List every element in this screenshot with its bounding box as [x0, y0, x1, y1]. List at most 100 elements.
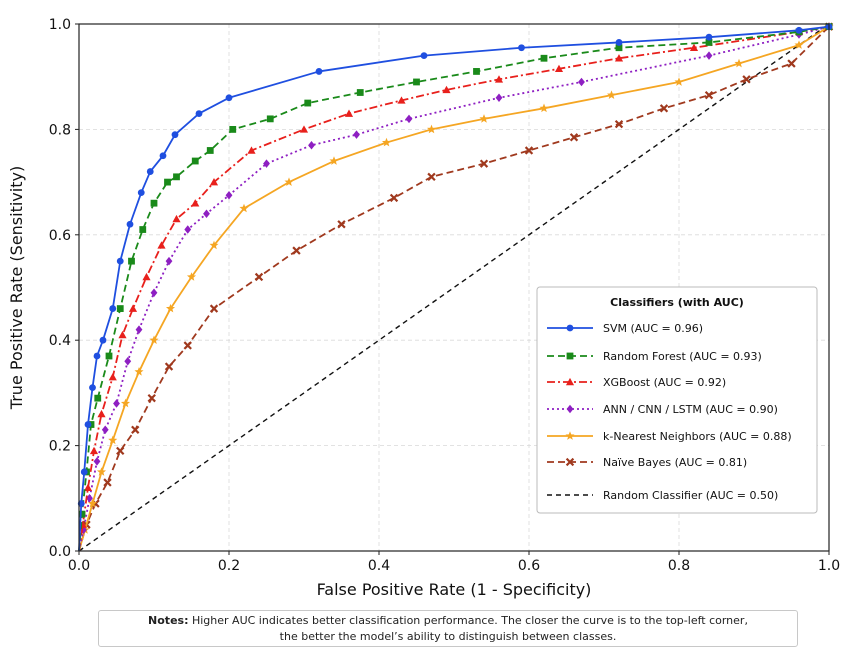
data-point [569, 133, 579, 142]
legend-label: ANN / CNN / LSTM (AUC = 0.90) [603, 403, 778, 416]
data-point [101, 425, 109, 435]
legend-marker [566, 404, 574, 414]
data-point [146, 168, 154, 175]
data-point [518, 44, 525, 52]
data-point [94, 394, 102, 402]
data-point [315, 68, 323, 75]
data-point [120, 398, 131, 408]
data-point [89, 384, 96, 392]
legend-label: Naïve Bayes (AUC = 0.81) [603, 456, 747, 469]
x-tick-label: 0.2 [218, 558, 240, 574]
axis-ticks: 0.0 0.2 0.4 0.6 0.8 1.0 0.0 0.2 0.4 0.6 0.8 1.0 [49, 17, 840, 574]
legend-item: k-Nearest Neighbors (AUC = 0.88) [547, 430, 792, 443]
data-point [99, 336, 107, 344]
legend-item: XGBoost (AUC = 0.92) [547, 376, 726, 389]
series-2 [78, 22, 834, 552]
series-5 [78, 22, 834, 552]
data-point [164, 362, 174, 371]
data-point [195, 110, 203, 117]
data-point [186, 272, 197, 281]
data-point [689, 43, 699, 51]
data-point [442, 85, 451, 94]
data-point [93, 352, 101, 360]
data-point [540, 54, 548, 62]
data-point [734, 58, 744, 68]
data-point [427, 172, 436, 182]
data-point [405, 114, 413, 124]
data-point [183, 341, 192, 350]
data-point [131, 425, 140, 434]
data-point [124, 357, 132, 366]
legend-label: Random Classifier (AUC = 0.50) [603, 489, 778, 502]
roc-chart: 0.0 0.2 0.4 0.6 0.8 1.0 0.0 0.2 0.4 0.6 0.8 1.0 Fal… [7, 17, 840, 599]
data-point [524, 146, 534, 155]
legend-label: XGBoost (AUC = 0.92) [603, 376, 726, 389]
data-point [84, 421, 92, 428]
legend: Classifiers (with AUC) SVM (AUC = 0.96) R… [536, 286, 818, 514]
data-point [225, 94, 233, 102]
data-point [126, 220, 134, 228]
notes-line-1: Higher AUC indicates better classificati… [191, 614, 748, 627]
data-point [83, 483, 93, 492]
data-point [157, 241, 166, 249]
data-point [284, 177, 294, 186]
data-point [329, 156, 339, 165]
data-point [113, 399, 120, 408]
data-point [134, 367, 144, 376]
data-point [674, 77, 684, 86]
data-point [128, 257, 135, 265]
legend-box [536, 286, 818, 514]
data-point [299, 125, 309, 133]
data-point [794, 40, 804, 49]
data-point [705, 33, 713, 41]
data-point [147, 393, 156, 403]
data-point [150, 288, 158, 298]
data-point [606, 90, 617, 99]
data-point [292, 246, 301, 255]
data-point [615, 39, 623, 46]
x-axis-label: False Positive Rate (1 - Specificity) [317, 580, 592, 599]
data-point [353, 130, 360, 139]
data-point [173, 173, 180, 181]
data-point [118, 330, 127, 339]
data-point [705, 39, 713, 46]
data-point [97, 409, 106, 418]
data-point [426, 124, 437, 134]
notes-box: Notes: Higher AUC indicates better class… [98, 610, 798, 647]
data-point [795, 26, 803, 34]
data-point [479, 114, 489, 123]
data-point [87, 498, 98, 508]
data-point [149, 335, 159, 345]
data-point [191, 199, 200, 207]
data-point [247, 146, 256, 154]
data-point [159, 152, 167, 160]
data-point [381, 137, 392, 147]
data-point [266, 115, 274, 123]
data-point [109, 305, 117, 312]
data-point [89, 446, 99, 455]
data-point [705, 51, 713, 60]
data-point [263, 159, 270, 168]
data-point [184, 225, 192, 234]
data-point [356, 89, 364, 96]
x-tick-label: 0.0 [68, 558, 90, 574]
plot-frame [78, 23, 830, 552]
data-point [142, 272, 151, 281]
legend-items: SVM (AUC = 0.96) Random Forest (AUC = 0.9… [547, 322, 792, 502]
legend-label: k-Nearest Neighbors (AUC = 0.88) [603, 430, 792, 443]
data-point [164, 178, 171, 186]
y-tick-label: 0.2 [49, 439, 71, 455]
data-point [103, 478, 112, 487]
data-point [254, 272, 264, 282]
x-tick-label: 1.0 [818, 558, 840, 574]
legend-title: Classifiers (with AUC) [610, 296, 744, 309]
data-point [116, 257, 124, 265]
y-tick-label: 0.8 [49, 122, 71, 138]
legend-marker [566, 324, 574, 332]
legend-item: Random Forest (AUC = 0.93) [547, 350, 762, 363]
data-point [229, 126, 237, 133]
notes-line-2: the better the model’s ability to distin… [279, 630, 617, 643]
data-point [225, 191, 233, 200]
data-point [165, 256, 173, 266]
data-point [494, 75, 504, 83]
